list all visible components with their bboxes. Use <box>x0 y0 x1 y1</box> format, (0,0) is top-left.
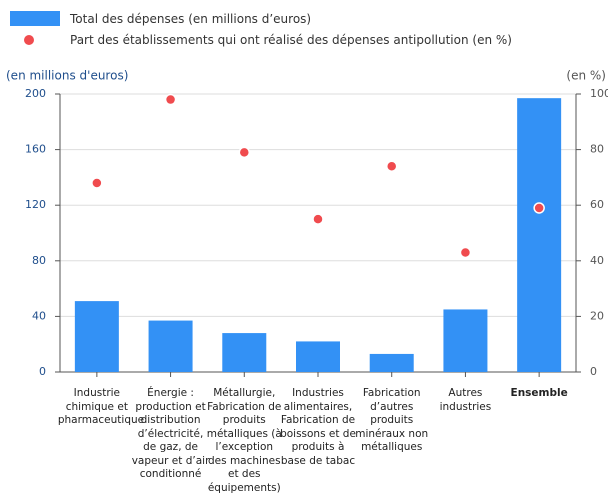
dot <box>238 146 251 159</box>
y2-tick-label: 100 <box>590 87 608 100</box>
x-tick-label: Ensemble <box>510 387 568 399</box>
y-tick-label: 80 <box>32 254 46 267</box>
x-tick-label: Énergie : production et distribution d’é… <box>131 387 210 480</box>
bar <box>148 320 193 372</box>
dot <box>164 93 177 106</box>
y-tick-label: 160 <box>25 143 46 156</box>
y2-axis-title: (en %) <box>566 69 606 83</box>
legend-label: Total des dépenses (en millions d’euros) <box>70 12 312 26</box>
dot <box>385 160 398 173</box>
bar <box>369 353 414 372</box>
legend-dot <box>24 35 34 45</box>
bar <box>222 333 267 372</box>
legend-swatch <box>10 11 60 26</box>
x-tick-label: Fabrication d’autres produits minéraux n… <box>355 387 429 453</box>
x-tick-label: Industries alimentaires, Fabrication de … <box>280 387 356 467</box>
dot <box>312 213 324 225</box>
bar <box>517 98 562 373</box>
y2-tick-label: 0 <box>590 365 597 378</box>
y-tick-label: 0 <box>39 365 46 378</box>
x-tick-label: Industrie chimique et pharmaceutique <box>57 387 145 426</box>
y-axis-title: (en millions d'euros) <box>6 69 128 83</box>
bar <box>296 341 340 372</box>
y2-tick-label: 40 <box>590 254 604 267</box>
dot <box>459 246 472 259</box>
bar <box>443 309 488 372</box>
y2-tick-label: 60 <box>590 198 604 211</box>
x-tick-label: Métallurgie, Fabrication de produits mét… <box>206 387 282 493</box>
y-tick-label: 40 <box>32 309 46 322</box>
dot <box>533 202 545 214</box>
legend-label: Part des établissements qui ont réalisé … <box>70 33 512 47</box>
y2-tick-label: 80 <box>590 143 604 156</box>
y2-tick-label: 20 <box>590 309 604 322</box>
x-tick-label: Autres industries <box>439 387 492 413</box>
dot <box>91 177 103 189</box>
bar <box>74 301 119 372</box>
y-tick-label: 200 <box>25 87 46 100</box>
y-tick-label: 120 <box>25 198 46 211</box>
